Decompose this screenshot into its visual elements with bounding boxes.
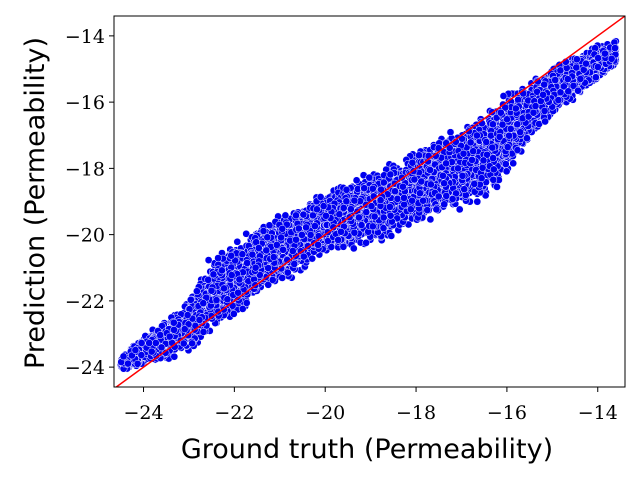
scatter-point: [229, 310, 238, 318]
scatter-point: [339, 242, 348, 251]
scatter-point: [352, 176, 361, 185]
scatter-point: [473, 197, 482, 206]
scatter-point: [242, 229, 251, 238]
scatter-points: [117, 37, 620, 373]
